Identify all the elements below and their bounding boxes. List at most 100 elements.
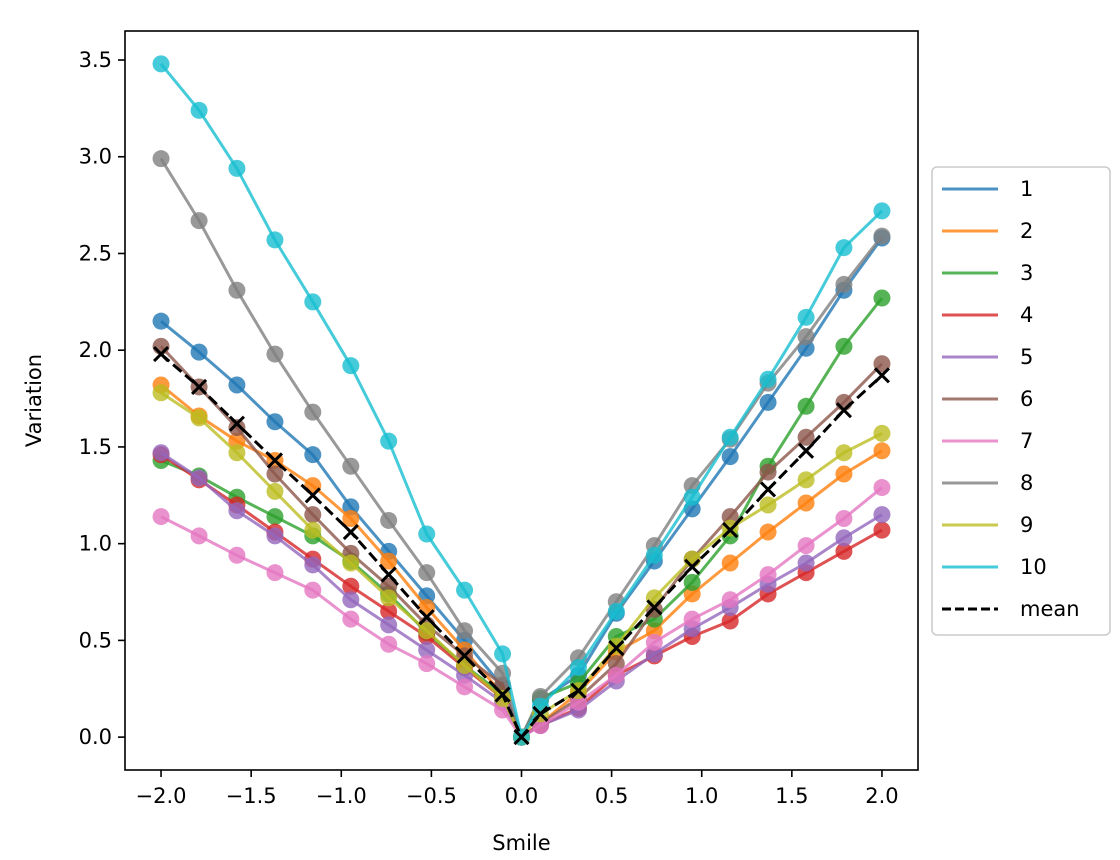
x-tick-label: −1.0 (316, 784, 367, 808)
series-mean-marker (570, 682, 587, 699)
x-tick-label: 0.0 (505, 784, 538, 808)
y-tick-label: 2.0 (79, 338, 112, 362)
series-mean-marker (380, 566, 397, 583)
series-2-point (380, 552, 398, 570)
series-9-point (645, 589, 663, 607)
series-8-point (304, 403, 322, 421)
series-7-point (342, 610, 360, 628)
series-2-point (721, 554, 739, 572)
series-6-point (304, 506, 322, 524)
series-5-point (152, 444, 170, 462)
y-tick-label: 1.0 (79, 532, 112, 556)
series-mean-marker (835, 402, 852, 419)
series-mean-marker (873, 367, 891, 384)
series-1-point (721, 448, 739, 466)
legend-label-1: 1 (1020, 177, 1033, 201)
y-tick-label: 2.5 (79, 241, 112, 265)
series-1-point (759, 393, 777, 411)
series-7-point (266, 564, 284, 582)
series-3-point (835, 337, 853, 355)
legend-label-5: 5 (1020, 345, 1033, 369)
x-axis-label: Smile (492, 831, 550, 855)
series-10-point (797, 308, 815, 326)
series-mean-marker (684, 558, 701, 575)
series-8-point (190, 212, 208, 230)
series-1-point (190, 343, 208, 361)
series-8-point (152, 150, 170, 168)
series-mean-marker (418, 609, 435, 626)
series-5-point (266, 527, 284, 545)
y-tick-label: 0.0 (79, 725, 112, 749)
series-5-point (797, 554, 815, 572)
series-6-point (873, 355, 891, 373)
series-8-point (228, 281, 246, 299)
series-9-point (266, 482, 284, 500)
legend-label-mean: mean (1020, 597, 1080, 621)
series-8-point (266, 345, 284, 363)
series-2-point (873, 442, 891, 460)
series-10-point (607, 602, 625, 620)
series-8-point (835, 275, 853, 293)
series-mean-marker (532, 705, 549, 722)
plot-area (152, 55, 891, 746)
series-mean-marker (152, 346, 170, 363)
series-mean-marker (342, 523, 359, 541)
y-tick-label: 0.5 (79, 628, 112, 652)
series-9-point (304, 521, 322, 539)
series-5-point (190, 469, 208, 487)
series-9-point (380, 589, 398, 607)
series-8-point (418, 564, 436, 582)
legend-label-3: 3 (1020, 261, 1033, 285)
x-tick-label: 0.5 (595, 784, 628, 808)
series-10-point (569, 658, 587, 676)
series-10-point (342, 357, 360, 375)
series-mean-marker (798, 442, 815, 459)
series-7-point (304, 581, 322, 599)
series-8-point (797, 328, 815, 346)
series-10-point (228, 159, 246, 177)
series-6-point (228, 419, 246, 437)
legend-item-9: 9 (942, 513, 1033, 537)
legend-label-2: 2 (1020, 219, 1033, 243)
legend-item-10: 10 (942, 555, 1047, 579)
series-1-point (152, 312, 170, 330)
series-10-point (418, 525, 436, 543)
series-7-point (759, 566, 777, 584)
series-10-point (683, 488, 701, 506)
series-9-point (418, 622, 436, 640)
series-2-point (342, 510, 360, 528)
series-10-point (721, 428, 739, 446)
series-2-point (835, 465, 853, 483)
series-4-point (873, 521, 891, 539)
legend-item-4: 4 (942, 303, 1033, 327)
series-5-point (304, 556, 322, 574)
series-mean (152, 346, 891, 746)
series-9-point (494, 689, 512, 707)
series-5-point (228, 502, 246, 520)
series-5-point (873, 506, 891, 524)
series-mean-marker (759, 481, 777, 498)
series-4-point (835, 542, 853, 560)
series-7-point (228, 546, 246, 564)
legend-item-7: 7 (942, 429, 1033, 453)
series-3-point (873, 289, 891, 307)
series-5-point (418, 641, 436, 659)
legend-item-6: 6 (942, 387, 1033, 411)
series-2-point (759, 523, 777, 541)
series-7-point (418, 655, 436, 673)
legend-frame (931, 166, 1111, 636)
series-10-point (873, 202, 891, 220)
series-mean-marker (722, 522, 739, 539)
series-1-point (228, 376, 246, 394)
series-8-point (456, 622, 474, 640)
series-8-point (873, 227, 891, 245)
series-7-point (607, 666, 625, 684)
series-1-point (266, 413, 284, 431)
series-5-point (380, 616, 398, 634)
series-mean-marker (646, 599, 663, 616)
series-3-point (683, 573, 701, 591)
series-8-point (342, 457, 360, 475)
series-mean-marker (266, 452, 284, 469)
legend-label-6: 6 (1020, 387, 1033, 411)
